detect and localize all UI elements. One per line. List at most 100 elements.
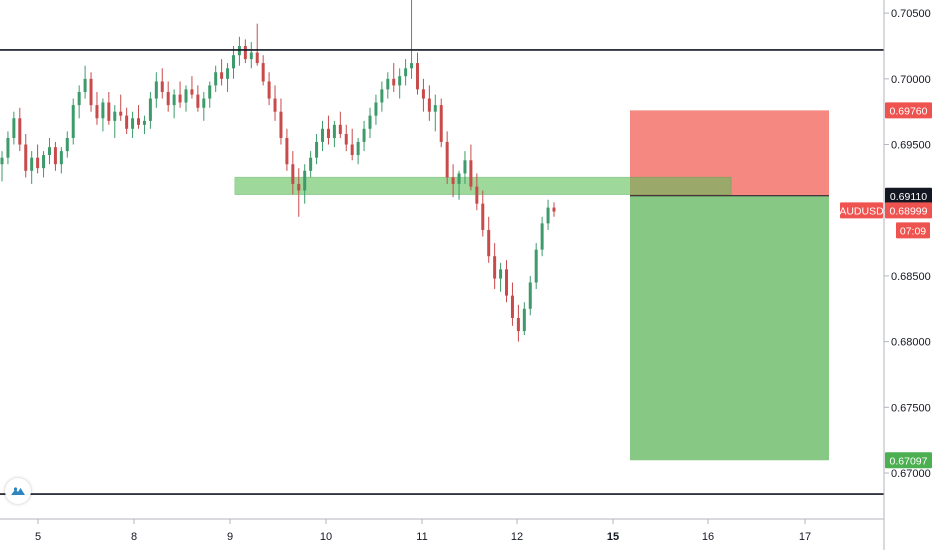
candle [42,151,46,178]
candle-body [101,102,105,119]
candle-body [30,157,34,171]
candle-body [493,256,497,279]
candle-body [380,89,384,103]
candle [125,107,129,135]
date-tick-label: 8 [131,531,137,543]
price-axis[interactable]: 0.705000.700000.695000.690000.685000.680… [884,8,931,480]
candle-body [184,89,188,103]
candle [249,42,253,69]
candle-body [166,91,170,106]
last-price-tag-label: 0.68999 [890,205,928,217]
candle [142,115,146,135]
candle [528,275,532,316]
candle-body [18,118,22,145]
price-tick-label: 0.68500 [891,271,931,283]
price-tick-label: 0.67000 [891,468,931,480]
candle [196,85,200,112]
candle-body [356,141,360,156]
candle [12,111,16,145]
last-price-tag-bg [885,202,932,219]
candle-body [190,89,194,95]
logo-icon [11,487,25,495]
candle [202,91,206,121]
candle-body [297,183,301,191]
candle-body [273,98,277,112]
candle-body [12,118,16,138]
candle [421,78,425,112]
horizontal-lines[interactable] [0,49,884,495]
date-tick-label: 16 [702,531,714,543]
candle [326,115,330,145]
candle [463,151,467,184]
candle [285,128,289,171]
candle-body [59,151,63,165]
candle [380,81,384,112]
date-tick-label: 15 [607,531,619,543]
candle [273,85,277,121]
stop-price-tag-bg [885,102,932,119]
symbol-tag-bg [840,202,883,219]
candle-body [534,249,538,283]
candle [368,107,372,138]
position-zones [234,110,829,461]
candle [493,243,497,290]
candle [427,85,431,121]
candle-body [71,105,75,138]
candle-body [24,144,28,171]
candle-body [499,269,503,279]
candle [350,128,354,161]
candle-body [445,141,449,178]
candle-body [154,81,158,99]
candle-body [208,85,212,99]
target-price-tag-label: 0.67097 [890,455,928,467]
candle [433,94,437,132]
candle [148,91,152,129]
candle-body [243,45,247,60]
time-axis[interactable]: 5 8 9 10 11 12 15 16 17 [35,519,811,543]
candle [261,55,265,86]
candle-body [321,128,325,142]
symbol-tag-label: AUDUSD [839,205,884,217]
candle [71,98,75,145]
candle [309,151,313,178]
candle [499,262,503,292]
candle [552,202,556,217]
candle-body [475,186,479,204]
candle-body [291,164,295,184]
candle-body [368,115,372,129]
candle-body [469,160,473,187]
candle-body [374,102,378,116]
take-profit-zone[interactable] [630,195,829,461]
candle-body [344,134,348,145]
candle-body [421,89,425,99]
candle-body [315,141,319,158]
candle [457,170,461,200]
candle-body [131,118,135,129]
candle-body [528,282,532,309]
candle [36,144,40,174]
candle [137,105,141,129]
candle-body [303,170,307,191]
candle [95,91,99,125]
date-tick-label: 5 [35,531,41,543]
countdown-tag: 07:09 [896,222,930,239]
entry-price-tag-bg [885,187,932,204]
candle-body [77,91,81,106]
candle-body [220,72,224,79]
stop-price-tag-label: 0.69760 [890,105,928,117]
tradingview-logo[interactable] [5,478,31,504]
candle [154,72,158,108]
candle [178,81,182,108]
candle-body [0,157,4,165]
candle [172,89,176,119]
candle [451,164,455,198]
candle [534,243,538,290]
candle-body [410,63,414,69]
candle-body [125,115,129,129]
candle-body [47,147,51,156]
candle-body [178,94,182,103]
candle-body [89,78,93,106]
candle [190,76,194,99]
candle-body [404,68,408,77]
